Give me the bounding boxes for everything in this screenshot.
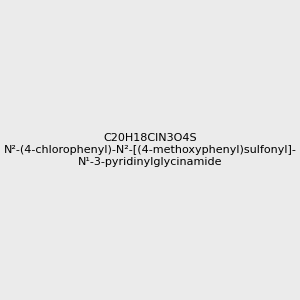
Text: C20H18ClN3O4S
N²-(4-chlorophenyl)-N²-[(4-methoxyphenyl)sulfonyl]-
N¹-3-pyridinyl: C20H18ClN3O4S N²-(4-chlorophenyl)-N²-[(4… bbox=[4, 134, 296, 166]
